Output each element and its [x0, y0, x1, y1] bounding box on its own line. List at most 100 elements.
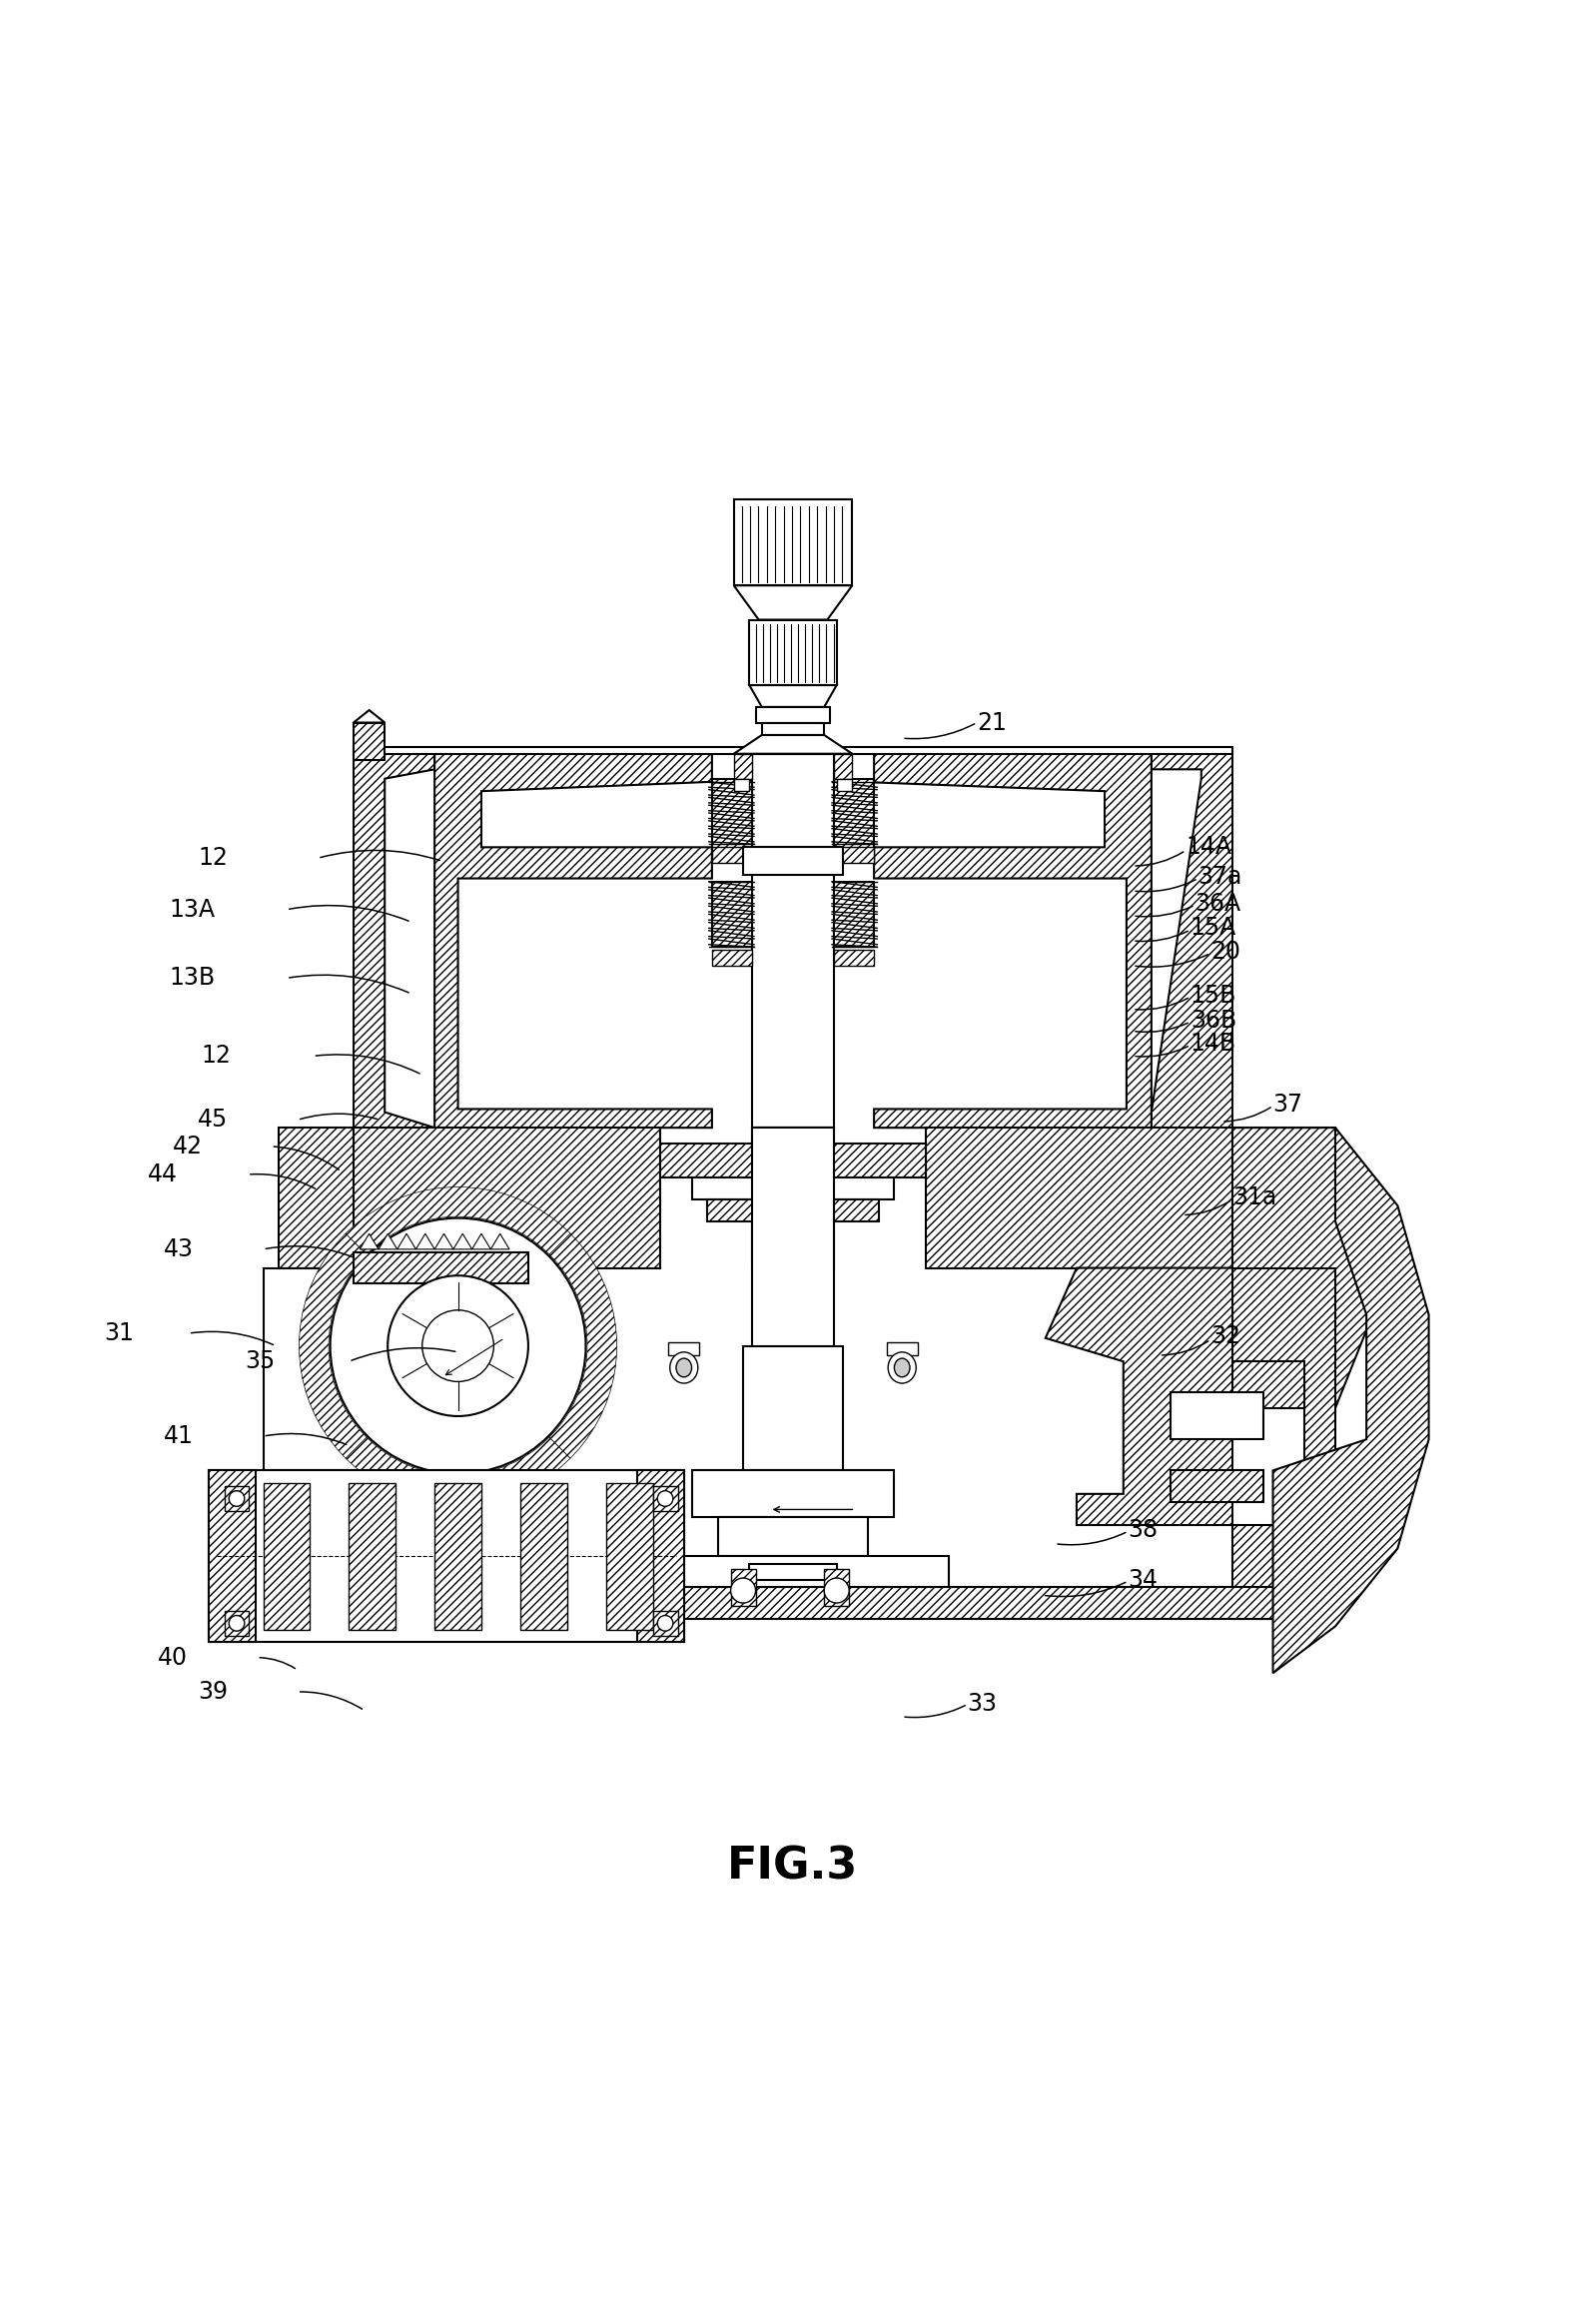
Polygon shape: [263, 1483, 309, 1629]
Polygon shape: [712, 881, 752, 946]
Polygon shape: [837, 779, 852, 790]
Polygon shape: [360, 1234, 379, 1250]
Polygon shape: [435, 753, 712, 1127]
Polygon shape: [731, 1569, 755, 1606]
Polygon shape: [653, 1485, 677, 1511]
Text: 12: 12: [201, 1043, 230, 1069]
Circle shape: [658, 1615, 672, 1631]
Polygon shape: [734, 753, 752, 779]
Text: 15B: 15B: [1191, 983, 1237, 1006]
Circle shape: [228, 1490, 244, 1506]
Polygon shape: [606, 1483, 653, 1629]
Circle shape: [422, 1311, 493, 1383]
Polygon shape: [660, 1143, 926, 1178]
Text: 31: 31: [105, 1322, 135, 1346]
Polygon shape: [279, 1587, 1335, 1618]
Text: 36B: 36B: [1191, 1009, 1237, 1032]
Text: 37a: 37a: [1197, 865, 1242, 888]
Circle shape: [330, 1218, 585, 1473]
Text: FIG.3: FIG.3: [728, 1845, 858, 1887]
Text: 14A: 14A: [1186, 834, 1232, 860]
Polygon shape: [279, 1127, 354, 1269]
Polygon shape: [744, 848, 842, 876]
Text: 33: 33: [967, 1692, 998, 1715]
Text: 34: 34: [1128, 1569, 1158, 1592]
Polygon shape: [354, 748, 1232, 753]
Text: 44: 44: [147, 1162, 178, 1188]
Text: 32: 32: [1210, 1325, 1240, 1348]
Polygon shape: [734, 500, 852, 586]
Polygon shape: [435, 1483, 481, 1629]
Ellipse shape: [676, 1357, 691, 1378]
Polygon shape: [825, 1569, 849, 1606]
Polygon shape: [454, 1234, 473, 1250]
Polygon shape: [1232, 1127, 1335, 1269]
Polygon shape: [396, 1234, 416, 1250]
Text: 37: 37: [1274, 1092, 1304, 1116]
Text: 12: 12: [198, 846, 227, 869]
Polygon shape: [691, 1471, 895, 1518]
Polygon shape: [834, 779, 874, 860]
Polygon shape: [638, 1557, 948, 1587]
Polygon shape: [834, 881, 874, 946]
Polygon shape: [300, 1234, 366, 1457]
Polygon shape: [734, 586, 852, 621]
Polygon shape: [1170, 1392, 1264, 1439]
Polygon shape: [653, 1611, 677, 1636]
Polygon shape: [209, 1471, 684, 1643]
Ellipse shape: [669, 1353, 698, 1383]
Polygon shape: [749, 686, 837, 706]
Polygon shape: [926, 1127, 1232, 1269]
Polygon shape: [834, 753, 852, 779]
Polygon shape: [1170, 1471, 1264, 1501]
Polygon shape: [354, 1269, 509, 1525]
Polygon shape: [752, 1127, 834, 1494]
Circle shape: [228, 1615, 244, 1631]
Polygon shape: [349, 1483, 395, 1629]
Text: 42: 42: [173, 1134, 203, 1157]
Polygon shape: [346, 1436, 571, 1504]
Polygon shape: [749, 1564, 837, 1580]
Polygon shape: [1151, 753, 1232, 1127]
Polygon shape: [752, 1127, 834, 1269]
Polygon shape: [858, 753, 1151, 1127]
Text: 36A: 36A: [1194, 892, 1242, 916]
Polygon shape: [346, 1188, 571, 1255]
Polygon shape: [718, 1518, 868, 1557]
Polygon shape: [435, 1234, 454, 1250]
Polygon shape: [224, 1611, 249, 1636]
Text: 15A: 15A: [1191, 916, 1237, 941]
Polygon shape: [749, 621, 837, 686]
Polygon shape: [638, 1471, 684, 1643]
Polygon shape: [1274, 1127, 1429, 1673]
Polygon shape: [354, 723, 385, 760]
Text: 21: 21: [977, 711, 1007, 734]
Polygon shape: [761, 723, 825, 734]
Polygon shape: [712, 779, 752, 860]
Polygon shape: [354, 1127, 660, 1269]
Polygon shape: [1045, 1269, 1232, 1525]
Polygon shape: [744, 1346, 842, 1471]
Circle shape: [731, 1578, 755, 1604]
Text: 35: 35: [244, 1350, 274, 1373]
Text: 38: 38: [1128, 1518, 1158, 1541]
Ellipse shape: [895, 1357, 910, 1378]
Polygon shape: [707, 1199, 879, 1220]
Polygon shape: [1232, 1269, 1335, 1618]
Polygon shape: [549, 1234, 617, 1457]
Polygon shape: [520, 1483, 568, 1629]
Polygon shape: [354, 1253, 528, 1283]
Polygon shape: [887, 1343, 918, 1355]
Polygon shape: [279, 1269, 354, 1618]
Polygon shape: [379, 1234, 396, 1250]
Polygon shape: [691, 1178, 895, 1199]
Text: 13B: 13B: [170, 967, 216, 990]
Circle shape: [825, 1578, 849, 1604]
Polygon shape: [263, 1269, 528, 1471]
Polygon shape: [354, 753, 435, 1127]
Text: 45: 45: [198, 1109, 228, 1132]
Text: 43: 43: [163, 1236, 193, 1262]
Polygon shape: [712, 848, 752, 862]
Polygon shape: [734, 734, 852, 753]
Polygon shape: [490, 1234, 509, 1250]
